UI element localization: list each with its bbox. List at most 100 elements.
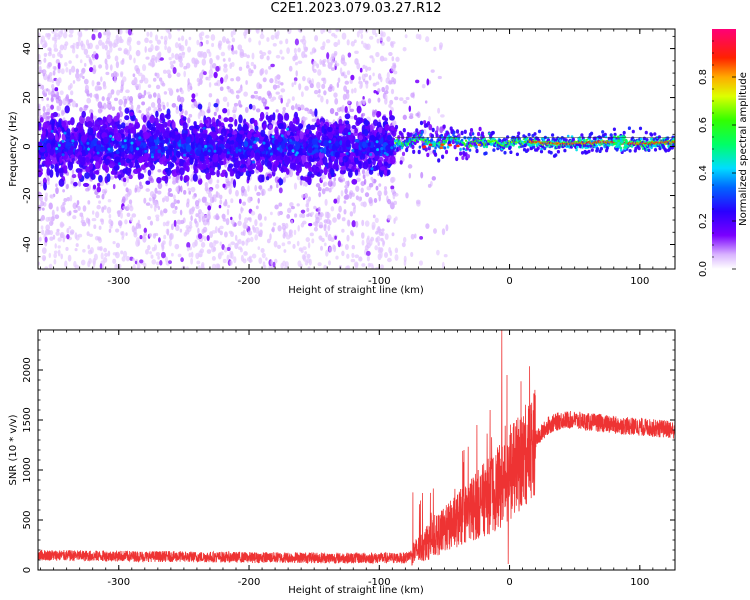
heatmap-cell (201, 235, 205, 240)
heatmap-cell (142, 64, 147, 72)
heatmap-cell (156, 190, 162, 195)
heatmap-cell (66, 128, 71, 137)
heatmap-cell (129, 44, 132, 52)
heatmap-cell (222, 96, 228, 102)
heatmap-cell (320, 29, 324, 35)
heatmap-cell (175, 165, 180, 174)
heatmap-cell (219, 77, 224, 84)
heatmap-cell (145, 188, 150, 192)
heatmap-cell (98, 39, 103, 46)
heatmap-cell (68, 60, 72, 64)
heatmap-cell (318, 139, 322, 143)
heatmap-cell (292, 243, 296, 249)
heatmap-cell (220, 128, 227, 137)
heatmap-cell (41, 84, 45, 91)
heatmap-cell (210, 126, 216, 132)
heatmap-cell (471, 132, 475, 136)
heatmap-cell (239, 153, 245, 161)
heatmap-cell (157, 205, 161, 211)
heatmap-cell (369, 153, 373, 156)
heatmap-cell (280, 134, 284, 138)
heatmap-cell (51, 88, 55, 93)
heatmap-cell (266, 161, 273, 170)
heatmap-cell (105, 63, 109, 71)
heatmap-cell (320, 60, 326, 66)
heatmap-cell (367, 157, 372, 165)
heatmap-cell (65, 94, 69, 100)
heatmap-cell (231, 91, 235, 95)
heatmap-cell (82, 182, 90, 187)
heatmap-cell (391, 41, 396, 45)
heatmap-cell (106, 49, 111, 58)
heatmap-cell (293, 80, 297, 86)
heatmap-cell (337, 194, 341, 201)
heatmap-cell (338, 118, 343, 126)
heatmap-cell (209, 57, 213, 65)
heatmap-cell (247, 185, 250, 192)
heatmap-cell (227, 204, 231, 209)
heatmap-cell (379, 166, 386, 171)
heatmap-cell (237, 138, 244, 145)
heatmap-cell (107, 250, 111, 257)
heatmap-cell (274, 80, 280, 84)
heatmap-cell (343, 136, 349, 141)
heatmap-cell (143, 227, 148, 234)
heatmap-cell (101, 96, 105, 102)
heatmap-cell (83, 62, 87, 67)
heatmap-cell (246, 257, 252, 262)
heatmap-cell (170, 223, 174, 231)
heatmap-cell (120, 212, 123, 219)
heatmap-cell (300, 91, 304, 98)
heatmap-cell (388, 80, 393, 85)
heatmap-cell (97, 32, 102, 39)
heatmap-cell (225, 218, 230, 226)
heatmap-cell (202, 226, 208, 233)
heatmap-cell (152, 77, 157, 82)
heatmap-cell (150, 254, 154, 259)
heatmap-cell (360, 33, 364, 40)
heatmap-cell (415, 112, 420, 117)
heatmap-cell (165, 153, 170, 159)
heatmap-cell (174, 42, 179, 49)
heatmap-cell (373, 197, 378, 204)
heatmap-cell (82, 205, 87, 212)
heatmap-cell (92, 68, 97, 75)
heatmap-cell (106, 206, 112, 214)
heatmap-cell (195, 252, 200, 260)
heatmap-cell (48, 148, 55, 156)
heatmap-cell (149, 251, 152, 255)
heatmap-cell (50, 104, 55, 110)
heatmap-cell (289, 120, 294, 128)
heatmap-cell (303, 42, 307, 50)
heatmap-cell (195, 213, 199, 218)
heatmap-cell (272, 261, 276, 268)
heatmap-cell (342, 155, 349, 163)
heatmap-cell (390, 188, 396, 194)
heatmap-cell (138, 136, 142, 140)
heatmap-cell (147, 216, 152, 220)
heatmap-cell (49, 194, 53, 199)
heatmap-cell (381, 31, 386, 38)
heatmap-cell (39, 180, 43, 187)
heatmap-cell (391, 56, 395, 62)
heatmap-cell (300, 209, 306, 214)
heatmap-cell (371, 111, 376, 118)
heatmap-cell (187, 85, 191, 92)
heatmap-cell (87, 249, 93, 255)
heatmap-cell (219, 86, 224, 91)
heatmap-cell (54, 133, 58, 141)
heatmap-cell (338, 205, 342, 213)
heatmap-cell (40, 225, 44, 230)
heatmap-cell (204, 181, 208, 190)
heatmap-cell (215, 183, 220, 189)
heatmap-cell (85, 54, 90, 59)
heatmap-cell (376, 110, 381, 118)
heatmap-cell (223, 66, 228, 73)
heatmap-cell (94, 161, 100, 169)
heatmap-cell (104, 252, 109, 258)
heatmap-cell (274, 139, 279, 146)
heatmap-cell (389, 99, 394, 105)
heatmap-cell (139, 234, 143, 240)
heatmap-cell (104, 30, 107, 36)
heatmap-cell (103, 136, 109, 144)
